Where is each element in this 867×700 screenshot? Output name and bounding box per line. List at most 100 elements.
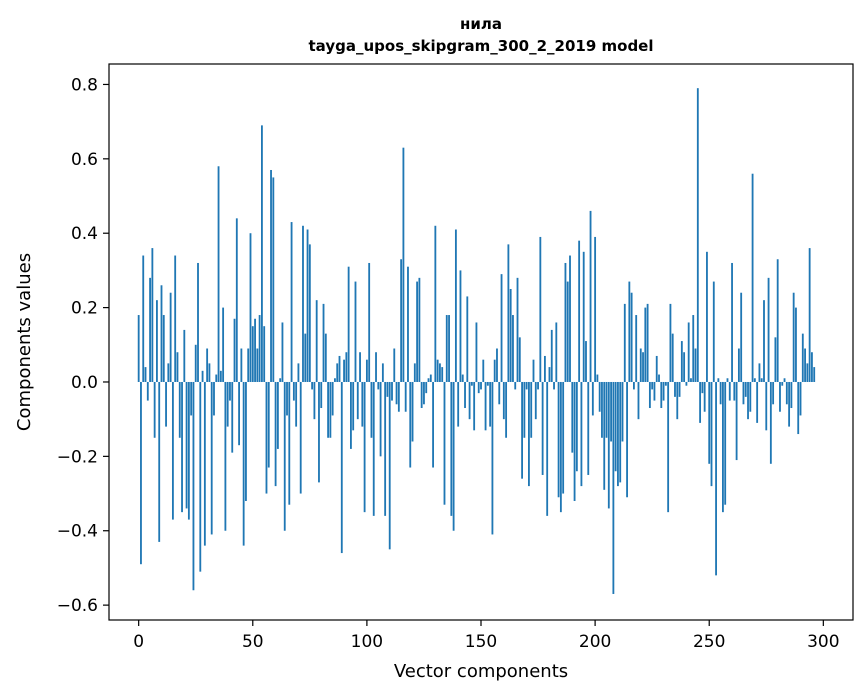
bar <box>197 262 199 382</box>
bar <box>368 262 371 382</box>
bar <box>694 348 697 382</box>
bar <box>690 378 692 382</box>
bar <box>304 333 307 382</box>
bar <box>261 125 263 382</box>
y-axis-ticks: −0.6 −0.4 −0.2 0.0 0.2 0.4 0.6 0.8 <box>57 75 109 616</box>
bar <box>363 381 366 513</box>
bar <box>742 381 745 405</box>
bar <box>286 381 288 416</box>
x-tick-label: 200 <box>579 632 611 652</box>
bar <box>765 381 768 431</box>
bar <box>674 381 676 397</box>
bar <box>589 210 592 382</box>
bar <box>388 381 391 550</box>
bar <box>313 381 316 420</box>
bar <box>582 251 585 382</box>
bar <box>190 381 193 416</box>
bar <box>256 348 259 382</box>
bar <box>302 225 304 382</box>
bar <box>210 381 213 535</box>
bar <box>758 363 761 382</box>
bar <box>623 303 626 382</box>
bar <box>630 292 633 382</box>
bar <box>395 381 398 405</box>
bar <box>731 262 733 382</box>
bar <box>541 381 544 475</box>
bar <box>751 173 754 382</box>
bar <box>174 255 177 382</box>
bar <box>518 337 521 382</box>
bar <box>507 244 510 382</box>
bar <box>183 329 186 382</box>
y-axis-label: Components values <box>14 253 35 431</box>
bar <box>459 270 462 382</box>
bar <box>171 381 174 520</box>
bar <box>297 363 300 382</box>
bar <box>375 352 377 382</box>
bar <box>352 381 355 431</box>
bar <box>703 381 706 412</box>
x-tick-label: 100 <box>351 632 383 652</box>
bar <box>696 88 699 382</box>
bar <box>213 381 215 416</box>
bar <box>788 381 791 427</box>
bar <box>710 381 713 487</box>
bar <box>361 381 364 427</box>
bar <box>591 381 594 416</box>
bar <box>569 255 571 382</box>
bar <box>181 381 183 513</box>
bar <box>176 352 179 382</box>
bar <box>315 300 318 382</box>
bar <box>340 381 343 554</box>
bar <box>359 352 361 382</box>
bar <box>546 381 549 516</box>
bar <box>712 281 715 382</box>
bar <box>185 381 188 509</box>
bar <box>142 255 145 382</box>
bar <box>409 381 412 468</box>
bar <box>468 381 471 420</box>
bar <box>327 381 330 438</box>
bar <box>295 381 298 427</box>
bar <box>461 374 464 382</box>
bar <box>222 307 225 382</box>
bar <box>543 355 546 382</box>
bar <box>564 262 567 382</box>
bar <box>683 352 686 382</box>
bar <box>203 381 206 546</box>
bar <box>454 229 457 382</box>
bar <box>658 374 660 382</box>
bar <box>571 381 574 453</box>
bar <box>267 381 270 468</box>
bar <box>756 381 759 423</box>
bar <box>411 381 414 442</box>
bar <box>797 381 800 435</box>
bar <box>486 381 489 386</box>
y-tick-label: −0.2 <box>57 447 98 467</box>
bar <box>737 348 740 382</box>
bar <box>420 381 423 409</box>
bar <box>443 381 446 505</box>
bar <box>423 381 425 405</box>
bar <box>662 381 665 401</box>
bar <box>783 378 786 382</box>
bar <box>251 326 254 382</box>
bar <box>676 381 679 420</box>
bar <box>151 248 154 382</box>
x-tick-label: 50 <box>242 632 264 652</box>
bar <box>502 381 505 420</box>
bar <box>242 381 245 546</box>
bar <box>254 318 256 382</box>
bar <box>306 229 309 382</box>
bar <box>165 381 167 427</box>
x-tick-label: 150 <box>465 632 497 652</box>
bar <box>370 381 373 438</box>
bar <box>534 381 537 420</box>
bar <box>240 348 243 382</box>
bar <box>288 381 291 505</box>
bar <box>347 266 350 382</box>
x-tick-label: 300 <box>807 632 839 652</box>
bar <box>477 381 480 394</box>
bar <box>610 381 612 442</box>
